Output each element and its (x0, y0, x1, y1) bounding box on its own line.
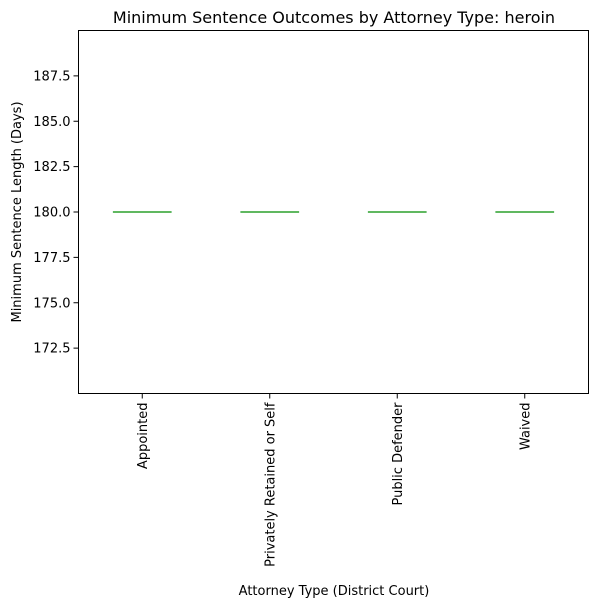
x-tick-label: Public Defender (391, 402, 406, 506)
y-tick-label: 177.5 (33, 251, 70, 266)
x-tick-label: Appointed (136, 403, 151, 470)
y-tick-label: 182.5 (33, 160, 70, 175)
x-axis-label: Attorney Type (District Court) (239, 584, 430, 599)
y-tick-label: 185.0 (33, 115, 70, 130)
y-tick-label: 187.5 (33, 69, 70, 84)
chart-title: Minimum Sentence Outcomes by Attorney Ty… (113, 8, 555, 27)
y-tick-label: 172.5 (33, 342, 70, 357)
x-axis: Appointed Privately Retained or Self Publi… (136, 393, 533, 567)
y-axis-label: Minimum Sentence Length (Days) (10, 101, 25, 322)
y-tick-label: 175.0 (33, 296, 70, 311)
y-axis: 172.5 175.0 177.5 180.0 182.5 185.0 187.5 (33, 69, 79, 357)
x-tick-label: Waived (518, 403, 533, 451)
x-tick-label: Privately Retained or Self (263, 402, 278, 567)
plot-area: 172.5 175.0 177.5 180.0 182.5 185.0 187.5 Appo… (33, 30, 589, 567)
y-tick-label: 180.0 (33, 206, 70, 221)
